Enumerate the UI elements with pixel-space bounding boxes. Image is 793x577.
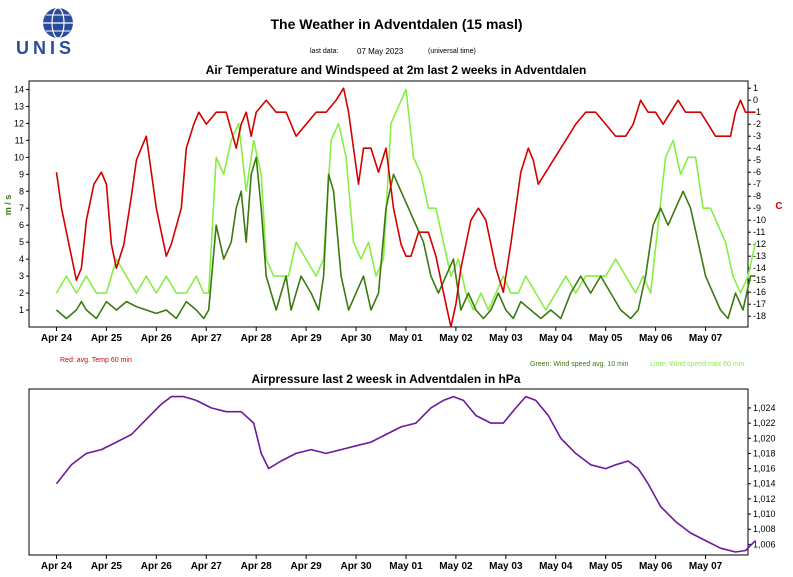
chart2-x-tick-label: May 03: [489, 561, 523, 572]
chart1-x-tick-label: Apr 30: [340, 333, 372, 344]
chart1-left-tick-label: 6: [19, 220, 24, 230]
chart2-right-tick-label: 1,012: [753, 494, 776, 504]
chart2-x-tick-label: May 05: [589, 561, 623, 572]
chart1-right-tick-label: -15: [753, 275, 766, 285]
legend-wind-avg: Green: Wind speed avg. 10 min: [530, 361, 629, 368]
chart2-x-tick-label: May 04: [539, 561, 573, 572]
chart1-left-tick-label: 1: [19, 305, 24, 315]
chart1-right-tick-label: -13: [753, 251, 766, 261]
chart2-x-tick-label: Apr 28: [241, 561, 273, 572]
chart1-right-tick-label: -18: [753, 311, 766, 321]
chart1-right-tick-label: -17: [753, 299, 766, 309]
chart2-right-tick-label: 1,010: [753, 509, 776, 519]
chart1-title: Air Temperature and Windspeed at 2m last…: [206, 63, 587, 77]
chart2-right-tick-label: 1,020: [753, 433, 776, 443]
chart1-left-tick-label: 4: [19, 254, 24, 264]
chart1-left-tick-label: 11: [15, 135, 24, 145]
chart2-x-tick-label: Apr 24: [41, 561, 73, 572]
chart1-x-tick-label: May 03: [489, 333, 523, 344]
chart1-x-tick-label: May 07: [689, 333, 723, 344]
series-line-temperature: [55, 87, 756, 328]
chart1-x-tick-label: Apr 24: [41, 333, 73, 344]
chart2-x-tick-label: May 02: [439, 561, 473, 572]
chart2-x-tick-label: Apr 30: [340, 561, 372, 572]
chart1-left-tick-label: 2: [19, 288, 24, 298]
chart2-title: Airpressure last 2 weesk in Adventdalen …: [252, 372, 521, 386]
chart1-right-tick-label: -6: [753, 167, 761, 177]
chart2-x-tick-label: Apr 26: [141, 561, 173, 572]
chart1-x-tick-label: May 06: [639, 333, 673, 344]
chart1-right-tick-label: -2: [753, 119, 761, 129]
chart1-right-tick-label: 1: [753, 83, 758, 93]
chart1-right-tick-label: -16: [753, 287, 766, 297]
chart2-x-tick-label: Apr 25: [91, 561, 123, 572]
chart1-left-tick-label: 13: [14, 101, 24, 111]
chart2-x-tick-label: May 01: [389, 561, 423, 572]
logo-text: UNIS: [16, 38, 76, 58]
chart1-x-tick-label: Apr 27: [191, 333, 223, 344]
legend-wind-max: Lime: Wind speed max 60 min: [650, 361, 744, 368]
chart1-right-tick-label: 0: [753, 95, 758, 105]
chart1-right-tick-label: -8: [753, 191, 761, 201]
page-title: The Weather in Adventdalen (15 masl): [270, 16, 523, 32]
chart2-right-tick-label: 1,008: [753, 524, 776, 534]
chart1-left-tick-label: 9: [19, 169, 24, 179]
chart2-frame: [28, 388, 749, 556]
chart1-left-tick-label: 10: [14, 152, 24, 162]
chart1-left-tick-label: 12: [14, 118, 24, 128]
series-line-pressure: [55, 395, 757, 553]
timezone-note: (universal time): [428, 48, 476, 55]
chart1-right-tick-label: -7: [753, 179, 761, 189]
chart2-right-tick-label: 1,018: [753, 448, 776, 458]
chart1-left-tick-label: 3: [19, 271, 24, 281]
chart1-right-tick-label: -10: [753, 215, 766, 225]
chart1-x-tick-label: Apr 26: [141, 333, 173, 344]
unis-logo: [18, 6, 98, 60]
chart2-x-tick-label: Apr 27: [191, 561, 223, 572]
chart1-x-tick-label: May 01: [389, 333, 423, 344]
chart1-left-tick-label: 5: [19, 237, 24, 247]
chart1-right-tick-label: -12: [753, 239, 766, 249]
chart1-x-tick-label: Apr 25: [91, 333, 123, 344]
chart1-left-axis-label: m / s: [3, 195, 13, 216]
chart1-x-tick-label: Apr 28: [241, 333, 273, 344]
series-line-wind-max: [55, 88, 757, 311]
chart1-right-tick-label: -5: [753, 155, 761, 165]
chart2-x-tick-label: May 07: [689, 561, 723, 572]
legend-temperature: Red: avg. Temp 60 min: [60, 357, 132, 364]
chart1-x-tick-label: May 04: [539, 333, 573, 344]
chart1-right-tick-label: -14: [753, 263, 766, 273]
chart1-x-tick-label: May 02: [439, 333, 473, 344]
chart2-right-tick-label: 1,014: [753, 479, 776, 489]
chart1-right-tick-label: -11: [753, 227, 765, 237]
chart2-right-tick-label: 1,024: [753, 403, 776, 413]
chart1-right-tick-label: -3: [753, 131, 761, 141]
globe-icon: [43, 7, 73, 39]
chart1-right-tick-label: -4: [753, 143, 761, 153]
chart1-right-tick-label: -1: [753, 107, 761, 117]
chart2-right-tick-label: 1,016: [753, 464, 776, 474]
series-line-wind-avg: [55, 156, 756, 320]
chart1-left-tick-label: 7: [19, 203, 24, 213]
last-data-date: 07 May 2023: [357, 47, 404, 56]
chart2-right-tick-label: 1,022: [753, 418, 776, 428]
chart2-x-tick-label: May 06: [639, 561, 673, 572]
chart1-x-tick-label: May 05: [589, 333, 623, 344]
chart2-x-tick-label: Apr 29: [291, 561, 323, 572]
chart1-left-tick-label: 14: [14, 84, 24, 94]
chart2-right-tick-label: 1,006: [753, 539, 776, 549]
chart1-left-tick-label: 8: [19, 186, 24, 196]
chart1-right-axis-label: C: [775, 201, 782, 212]
last-data-label: last data:: [310, 48, 339, 55]
chart1-right-tick-label: -9: [753, 203, 761, 213]
chart1-x-tick-label: Apr 29: [291, 333, 323, 344]
chart1-frame: [28, 80, 749, 328]
